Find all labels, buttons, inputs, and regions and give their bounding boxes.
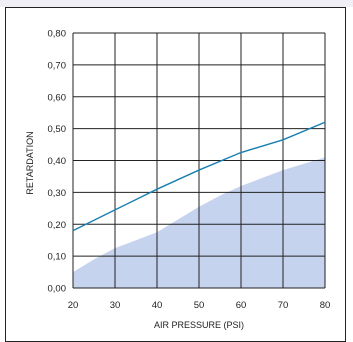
x-tick-label: 20 [68, 300, 79, 311]
line-series-0 [72, 121, 326, 232]
y-tick-label: 0,20 [48, 220, 67, 231]
y-tick-label: 0,00 [48, 284, 67, 295]
tick-layer: 20 30 40 50 60 70 80 0,00 0,10 0,20 0,30 0,40 0,50 0,… [48, 29, 331, 312]
y-tick-label: 0,60 [48, 92, 67, 103]
y-tick-label: 0,40 [48, 156, 67, 167]
x-axis-label: AIR PRESSURE (PSI) [154, 320, 244, 330]
x-tick-label: 70 [278, 300, 289, 311]
y-axis-label: RETARDATION [25, 131, 35, 194]
x-tick-label: 80 [320, 300, 331, 311]
top-band [0, 0, 353, 7]
y-tick-label: 0,50 [48, 124, 67, 135]
line-layer [72, 121, 326, 232]
x-tick-label: 50 [194, 300, 205, 311]
y-tick-label: 0,10 [48, 252, 67, 263]
y-tick-label: 0,80 [48, 29, 67, 40]
grid-layer [72, 32, 326, 289]
x-tick-label: 60 [236, 300, 247, 311]
x-tick-label: 30 [110, 300, 121, 311]
y-tick-label: 0,30 [48, 188, 67, 199]
x-tick-label: 40 [152, 300, 163, 311]
y-tick-label: 0,70 [48, 60, 67, 71]
